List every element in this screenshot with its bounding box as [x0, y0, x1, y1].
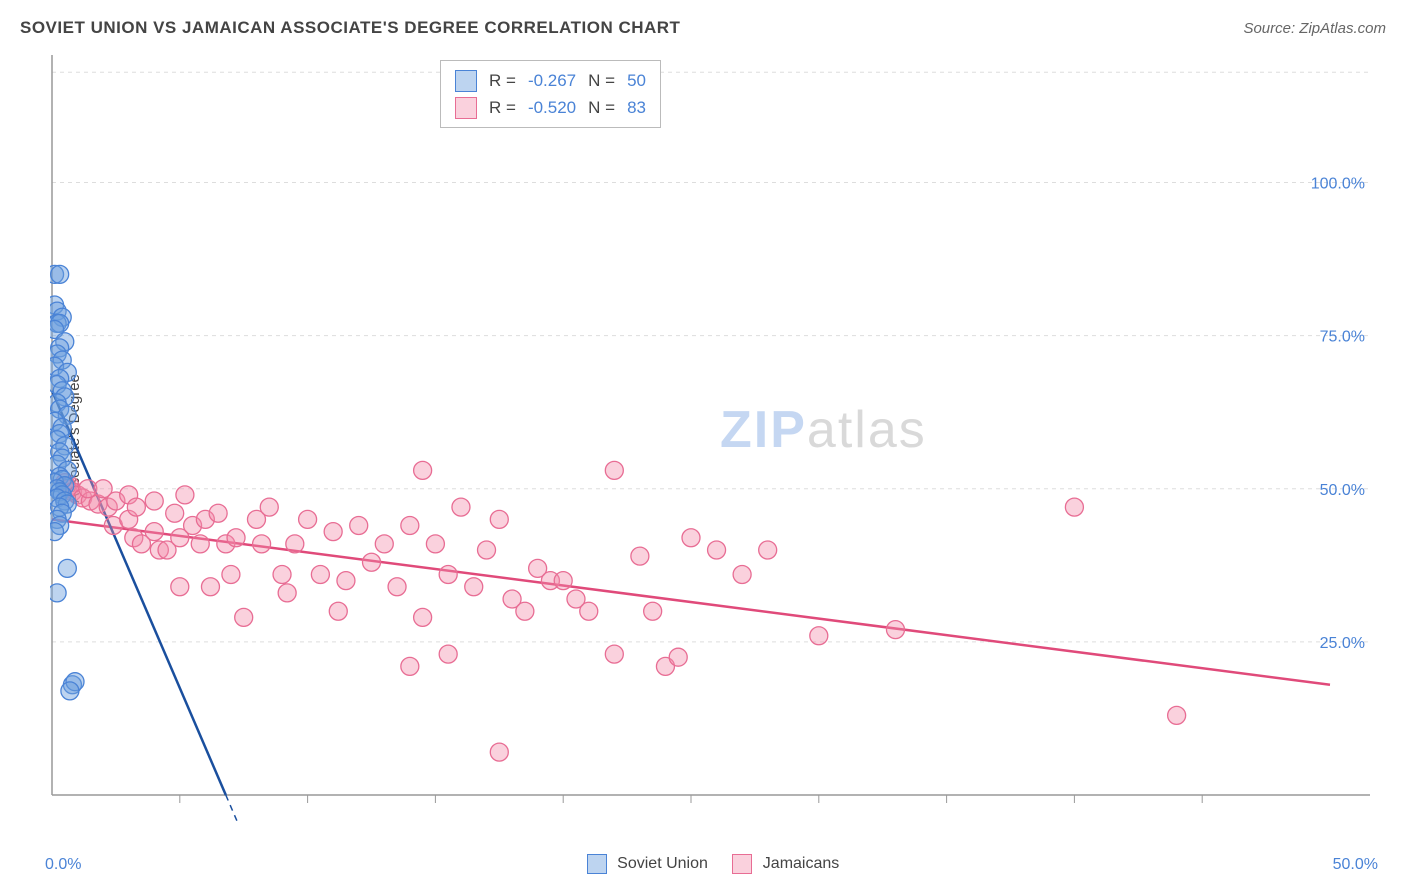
n-label-1: N = — [588, 67, 615, 94]
n-value-1: 50 — [627, 67, 646, 94]
svg-text:50.0%: 50.0% — [1320, 482, 1365, 499]
chart-title: SOVIET UNION VS JAMAICAN ASSOCIATE'S DEG… — [20, 18, 680, 38]
r-label-2: R = — [489, 94, 516, 121]
stats-legend: R = -0.267 N = 50 R = -0.520 N = 83 — [440, 60, 661, 128]
n-value-2: 83 — [627, 94, 646, 121]
bottom-swatch-2 — [732, 854, 752, 874]
stats-row-2: R = -0.520 N = 83 — [455, 94, 646, 121]
n-label-2: N = — [588, 94, 615, 121]
r-value-1: -0.267 — [528, 67, 576, 94]
source-label: Source: ZipAtlas.com — [1243, 20, 1386, 37]
swatch-series2 — [455, 97, 477, 119]
chart-area: 25.0% 50.0% 75.0% 100.0% — [50, 55, 1370, 825]
scatter-chart: 25.0% 50.0% 75.0% 100.0% — [50, 55, 1370, 825]
svg-text:100.0%: 100.0% — [1311, 176, 1365, 193]
svg-text:25.0%: 25.0% — [1320, 635, 1365, 652]
r-value-2: -0.520 — [528, 94, 576, 121]
series2-name: Jamaicans — [763, 855, 839, 872]
swatch-series1 — [455, 70, 477, 92]
svg-text:75.0%: 75.0% — [1320, 329, 1365, 346]
bottom-legend: Soviet Union Jamaicans — [0, 854, 1406, 874]
series1-name: Soviet Union — [617, 855, 708, 872]
x-tick-0: 0.0% — [45, 856, 81, 874]
bottom-swatch-1 — [587, 854, 607, 874]
x-tick-50: 50.0% — [1333, 856, 1378, 874]
r-label-1: R = — [489, 67, 516, 94]
stats-row-1: R = -0.267 N = 50 — [455, 67, 646, 94]
